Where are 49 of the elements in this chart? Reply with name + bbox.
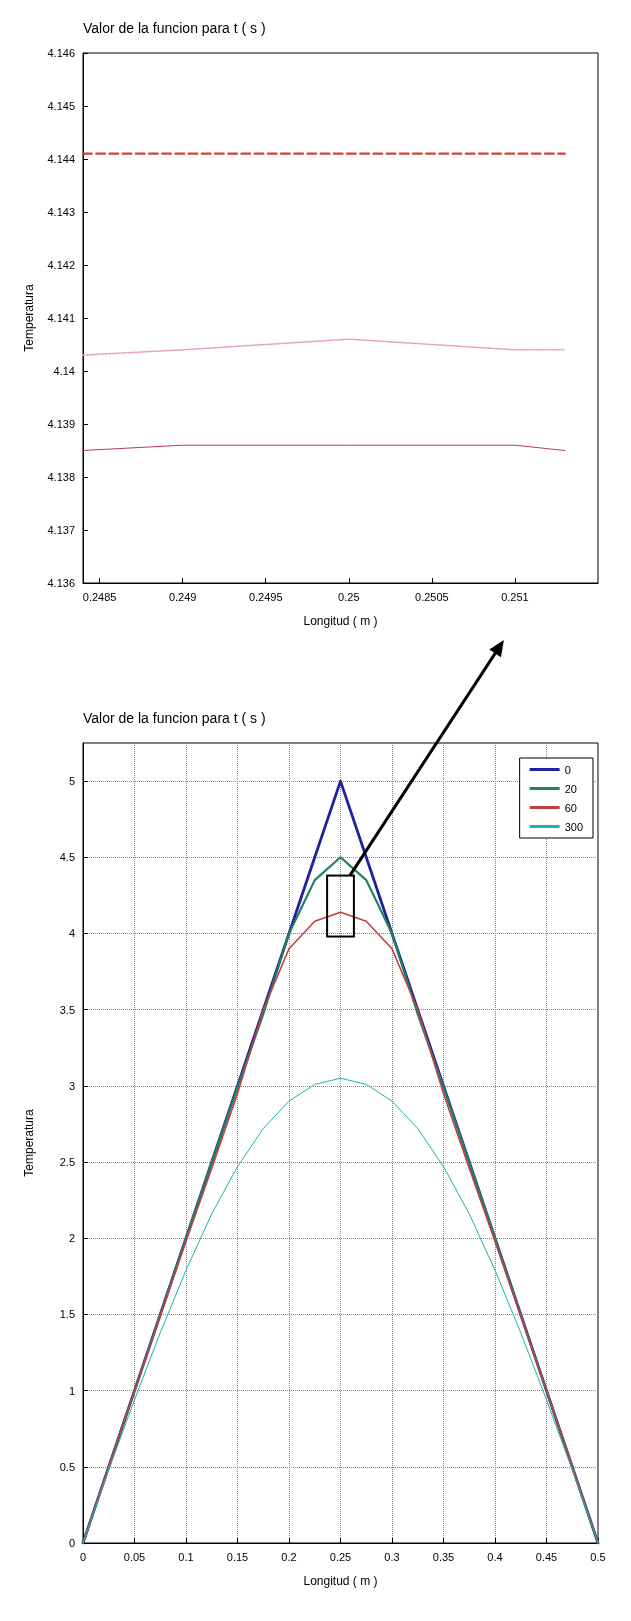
y-tick-label: 2 — [68, 1232, 75, 1245]
y-tick-label: 4.141 — [47, 312, 75, 324]
x-tick-label: 0.05 — [123, 1550, 146, 1563]
y-tick-label: 2.5 — [59, 1156, 75, 1169]
x-tick-label: 0.25 — [338, 590, 360, 603]
y-tick-label: 0 — [68, 1537, 75, 1549]
chart-title: Valor de la funcion para t ( s ) — [83, 20, 266, 36]
x-tick-label: 0.25 — [329, 1550, 352, 1563]
x-tick-label: 0.2495 — [248, 590, 283, 603]
legend-label: 60 — [564, 801, 577, 814]
x-tick-label: 0.3 — [384, 1550, 400, 1563]
y-tick-label: 5 — [68, 775, 75, 788]
y-tick-label: 1.5 — [59, 1308, 75, 1321]
y-tick-label: 4.5 — [59, 851, 75, 864]
x-tick-label: 0.4 — [487, 1550, 503, 1563]
y-tick-label: 4.143 — [47, 206, 75, 218]
x-tick-label: 0.249 — [168, 590, 197, 603]
y-tick-label: 0.5 — [59, 1460, 75, 1473]
legend-label: 300 — [564, 820, 584, 833]
y-tick-label: 4.144 — [47, 153, 75, 165]
legend-label: 0 — [564, 763, 571, 776]
x-axis-title: Longitud ( m ) — [303, 1574, 378, 1588]
y-tick-label: 3 — [68, 1079, 75, 1092]
x-tick-label: 0.2505 — [415, 590, 449, 603]
y-tick-label: 4 — [68, 927, 75, 940]
x-tick-label: 0 — [79, 1550, 87, 1563]
y-tick-label: 4.137 — [47, 524, 75, 536]
y-tick-label: 1 — [68, 1384, 75, 1397]
y-tick-label: 4.138 — [47, 471, 75, 483]
y-tick-label: 4.142 — [47, 259, 75, 271]
x-tick-label: 0.2 — [281, 1550, 297, 1563]
x-tick-label: 0.15 — [226, 1550, 249, 1563]
x-tick-label: 0.5 — [590, 1550, 606, 1563]
y-tick-label: 4.146 — [47, 47, 75, 59]
chart-title: Valor de la funcion para t ( s ) — [83, 710, 266, 726]
x-tick-label: 0.45 — [535, 1550, 558, 1563]
y-axis-title: Temperatura — [22, 1109, 36, 1177]
y-tick-label: 4.145 — [47, 100, 75, 112]
y-tick-label: 4.136 — [47, 577, 75, 589]
x-tick-label: 0.251 — [501, 590, 529, 603]
y-tick-label: 4.14 — [53, 365, 75, 377]
x-tick-label: 0.35 — [432, 1550, 455, 1563]
x-tick-label: 0.1 — [178, 1550, 194, 1563]
y-tick-label: 4.139 — [47, 418, 75, 430]
legend-label: 20 — [564, 782, 577, 795]
x-tick-label: 0.2485 — [82, 590, 117, 603]
y-axis-title: Temperatura — [22, 284, 36, 352]
y-tick-label: 3.5 — [59, 1003, 75, 1016]
x-axis-title: Longitud ( m ) — [303, 614, 378, 628]
